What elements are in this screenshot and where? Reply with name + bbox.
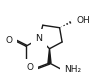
Text: N: N — [36, 34, 42, 43]
Text: O: O — [6, 36, 13, 45]
Text: O: O — [27, 63, 34, 72]
Text: NH₂: NH₂ — [65, 65, 82, 74]
Text: OH: OH — [77, 16, 91, 25]
Polygon shape — [48, 49, 51, 63]
